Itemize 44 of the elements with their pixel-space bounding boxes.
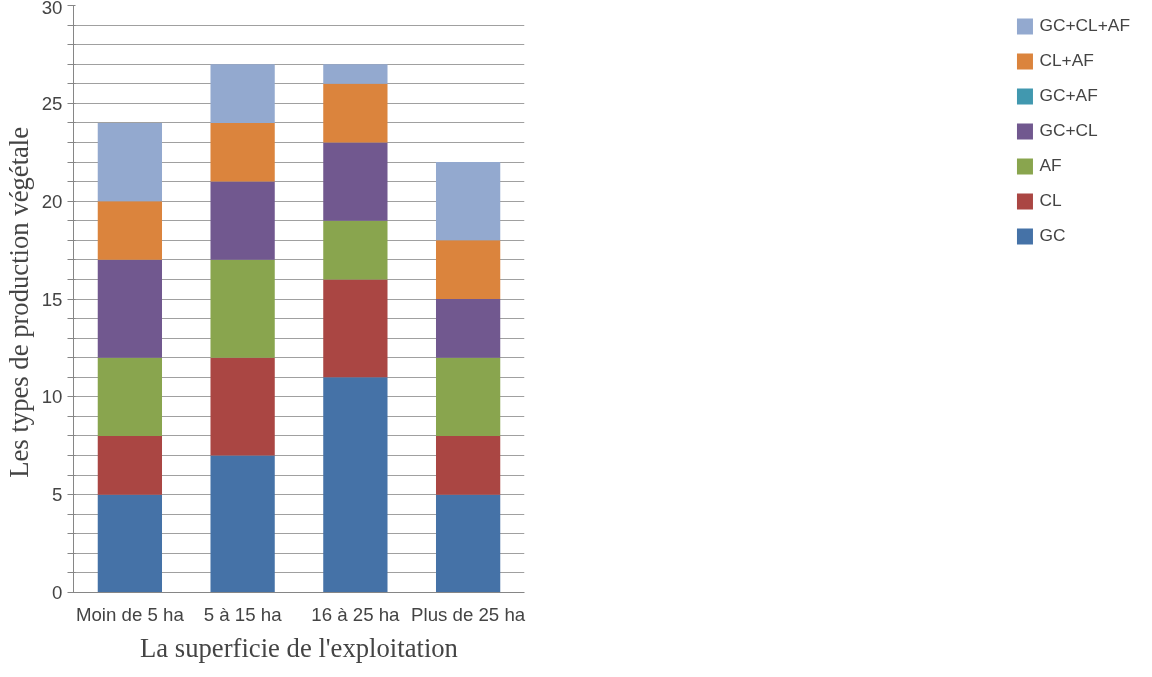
- bar: [97, 201, 163, 260]
- legend-label: GC+AF: [1039, 85, 1098, 106]
- y-tick-label: 15: [41, 288, 63, 310]
- bar: [97, 357, 163, 436]
- bar: [435, 357, 501, 436]
- bar: [210, 259, 275, 358]
- legend-label: GC: [1039, 225, 1066, 246]
- legend-label: CL: [1039, 190, 1062, 211]
- bar: [435, 240, 501, 299]
- legend-label: AF: [1039, 155, 1062, 176]
- bar: [435, 299, 501, 358]
- y-tick-label: 0: [52, 582, 63, 603]
- y-axis-title: Les types de production végétale: [3, 126, 34, 478]
- y-tick-label: 30: [41, 0, 63, 18]
- x-tick-label: Plus de 25 ha: [411, 603, 526, 625]
- y-tick-label: 25: [41, 92, 63, 114]
- bar: [323, 279, 388, 378]
- bar: [210, 181, 275, 260]
- legend-label: GC+CL+AF: [1039, 15, 1130, 36]
- bar: [97, 494, 163, 593]
- bar: [210, 455, 275, 593]
- y-tick-label: 5: [52, 484, 63, 506]
- legend-label: GC+CL: [1039, 120, 1098, 141]
- y-tick-label: 10: [41, 386, 63, 408]
- bar: [97, 259, 163, 358]
- bar: [210, 64, 275, 123]
- legend-label: CL+AF: [1039, 50, 1094, 71]
- bar: [97, 435, 163, 495]
- bar: [323, 220, 388, 280]
- bar: [435, 494, 501, 593]
- bar: [210, 122, 275, 182]
- bar: [323, 377, 388, 593]
- bar: [435, 162, 501, 241]
- bar: [210, 357, 275, 456]
- bar: [435, 435, 501, 495]
- y-tick-label: 20: [41, 190, 63, 212]
- bar: [97, 122, 163, 202]
- bar: [323, 83, 388, 143]
- x-tick-label: 16 à 25 ha: [311, 603, 401, 625]
- x-tick-label: Moin de 5 ha: [75, 603, 185, 625]
- x-tick-label: 5 à 15 ha: [203, 603, 283, 625]
- bar: [323, 142, 388, 221]
- x-axis-title: La superficie de l'exploitation: [140, 632, 458, 663]
- bar: [323, 64, 388, 84]
